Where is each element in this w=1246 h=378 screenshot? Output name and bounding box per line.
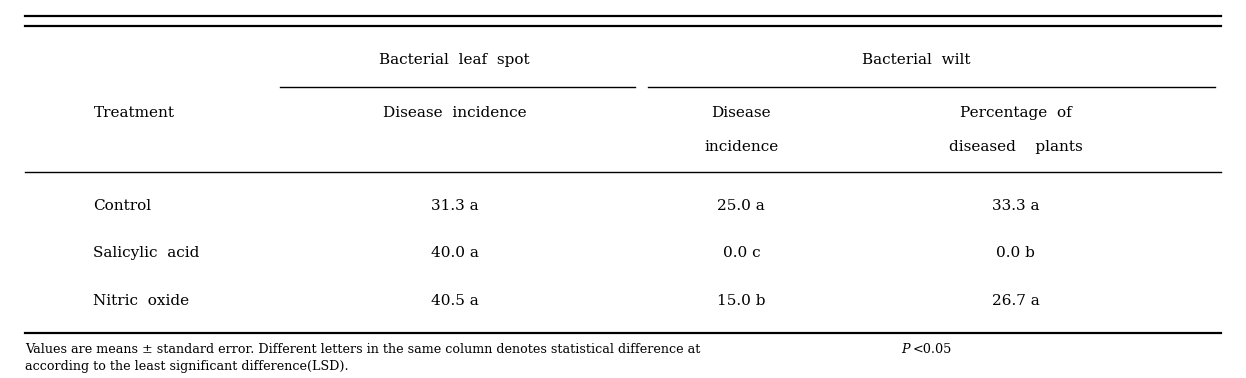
Text: Percentage  of: Percentage of	[959, 106, 1072, 121]
Text: 40.5 a: 40.5 a	[431, 293, 478, 308]
Text: P: P	[902, 343, 910, 356]
Text: 31.3 a: 31.3 a	[431, 199, 478, 213]
Text: Disease: Disease	[711, 106, 771, 121]
Text: 0.0 b: 0.0 b	[996, 246, 1035, 260]
Text: Nitric  oxide: Nitric oxide	[93, 293, 189, 308]
Text: according to the least significant difference(LSD).: according to the least significant diffe…	[25, 360, 349, 373]
Text: 0.0 c: 0.0 c	[723, 246, 760, 260]
Text: <0.05: <0.05	[912, 343, 952, 356]
Text: Control: Control	[93, 199, 152, 213]
Text: 15.0 b: 15.0 b	[718, 293, 765, 308]
Text: 40.0 a: 40.0 a	[431, 246, 478, 260]
Text: Values are means ± standard error. Different letters in the same column denotes : Values are means ± standard error. Diffe…	[25, 343, 704, 356]
Text: Treatment: Treatment	[93, 106, 174, 121]
Text: Disease  incidence: Disease incidence	[383, 106, 527, 121]
Text: 26.7 a: 26.7 a	[992, 293, 1039, 308]
Text: Salicylic  acid: Salicylic acid	[93, 246, 199, 260]
Text: Bacterial  leaf  spot: Bacterial leaf spot	[380, 53, 530, 68]
Text: Bacterial  wilt: Bacterial wilt	[861, 53, 971, 68]
Text: 33.3 a: 33.3 a	[992, 199, 1039, 213]
Text: 25.0 a: 25.0 a	[718, 199, 765, 213]
Text: diseased    plants: diseased plants	[948, 140, 1083, 155]
Text: incidence: incidence	[704, 140, 779, 155]
